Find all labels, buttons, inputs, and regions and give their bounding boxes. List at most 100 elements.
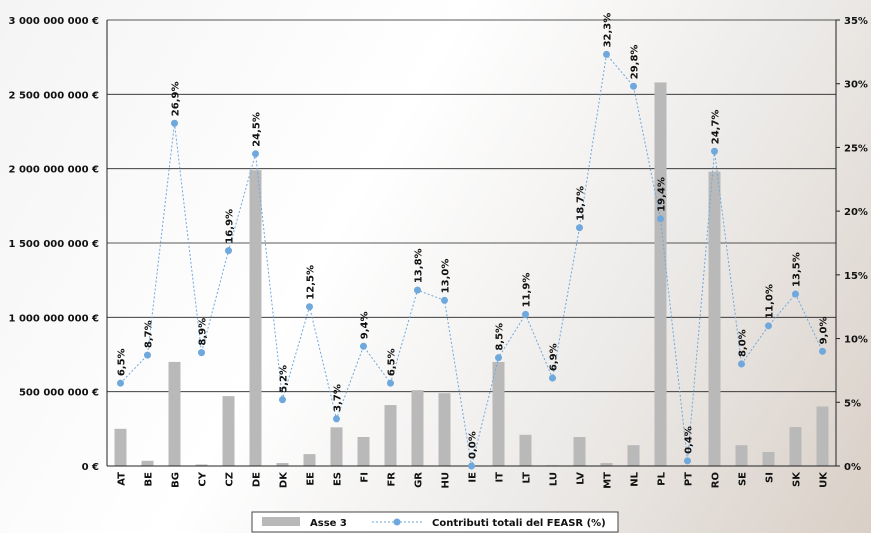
legend-swatch xyxy=(262,517,300,526)
bar xyxy=(492,361,505,466)
bar xyxy=(600,463,613,466)
bar xyxy=(573,437,586,466)
x-tick-label: LV xyxy=(576,472,587,485)
data-label: 5,2% xyxy=(279,365,290,393)
point xyxy=(198,349,205,357)
y-tick-label: 500 000 000 € xyxy=(19,388,99,399)
x-tick-label: CY xyxy=(198,471,209,486)
x-tick-label: FI xyxy=(360,472,371,483)
point xyxy=(711,147,718,155)
legend-label: Asse 3 xyxy=(310,518,347,529)
y-tick-label: 2 000 000 000 € xyxy=(9,165,100,176)
x-tick-label: PL xyxy=(657,471,668,485)
bar xyxy=(357,437,370,466)
bar xyxy=(303,454,316,466)
point xyxy=(495,354,502,362)
x-tick-label: CZ xyxy=(225,472,236,487)
point xyxy=(765,322,772,330)
point xyxy=(549,374,556,382)
x-tick-label: BE xyxy=(144,472,155,487)
y2-tick-label: 10% xyxy=(844,335,868,346)
data-label: 24,7% xyxy=(711,110,722,145)
data-label: 13,5% xyxy=(792,252,803,287)
point xyxy=(171,119,178,127)
data-label: 16,9% xyxy=(225,209,236,244)
point xyxy=(603,50,610,58)
x-tick-label: UK xyxy=(819,471,830,488)
data-label: 3,7% xyxy=(333,384,344,412)
point xyxy=(117,379,124,387)
x-tick-label: HU xyxy=(441,472,452,489)
data-label: 11,0% xyxy=(765,284,776,319)
data-label: 9,0% xyxy=(819,317,830,345)
x-tick-label: ES xyxy=(333,472,344,486)
data-label: 24,5% xyxy=(252,112,263,147)
x-tick-label: EE xyxy=(306,472,317,486)
y-tick-label: 2 500 000 000 € xyxy=(9,90,100,101)
x-tick-label: DE xyxy=(252,472,263,487)
y-tick-label: 1 000 000 000 € xyxy=(9,313,100,324)
bar xyxy=(654,82,667,466)
y-tick-label: 0 € xyxy=(82,462,99,473)
x-tick-label: SK xyxy=(792,471,803,487)
point xyxy=(306,303,313,311)
legend-label: Contributi totali del FEASR (%) xyxy=(432,518,606,529)
y-tick-label: 1 500 000 000 € xyxy=(9,239,100,250)
bar xyxy=(627,445,640,466)
point xyxy=(792,290,799,298)
legend-swatch xyxy=(393,518,401,526)
data-label: 18,7% xyxy=(576,186,587,221)
bar xyxy=(168,361,181,466)
data-label: 29,8% xyxy=(630,45,641,80)
data-label: 32,3% xyxy=(603,13,614,48)
data-label: 19,4% xyxy=(657,177,668,212)
data-label: 0,0% xyxy=(468,431,479,459)
x-tick-label: NL xyxy=(630,471,641,486)
point xyxy=(441,296,448,304)
bar xyxy=(519,434,532,466)
bar xyxy=(438,393,451,466)
point xyxy=(387,379,394,387)
y2-tick-label: 5% xyxy=(844,398,861,409)
point xyxy=(279,396,286,404)
bar xyxy=(276,463,289,466)
data-label: 13,8% xyxy=(414,248,425,283)
y-tick-label: 3 000 000 000 € xyxy=(9,16,100,27)
data-label: 8,5% xyxy=(495,323,506,351)
bar xyxy=(411,390,424,466)
x-tick-label: LU xyxy=(549,472,560,486)
data-label: 26,9% xyxy=(171,82,182,117)
bar xyxy=(384,405,397,466)
x-tick-label: RO xyxy=(711,472,722,488)
x-tick-label: SE xyxy=(738,472,749,486)
point xyxy=(468,462,475,470)
data-label: 6,9% xyxy=(549,343,560,371)
bar xyxy=(330,427,343,466)
bar xyxy=(249,170,262,467)
x-tick-label: AT xyxy=(117,472,128,486)
point xyxy=(657,215,664,223)
bar xyxy=(762,452,775,466)
point xyxy=(819,347,826,355)
data-label: 12,5% xyxy=(306,265,317,300)
bar xyxy=(222,396,235,466)
y2-tick-label: 30% xyxy=(844,80,868,91)
bar xyxy=(114,428,127,466)
point xyxy=(522,310,529,318)
point xyxy=(738,360,745,368)
bar xyxy=(816,406,829,466)
data-label: 8,7% xyxy=(144,320,155,348)
legend-box xyxy=(251,511,619,533)
x-tick-label: MT xyxy=(603,472,614,489)
y2-tick-label: 35% xyxy=(844,16,868,27)
x-tick-label: DK xyxy=(279,471,290,488)
bar xyxy=(708,171,721,466)
point xyxy=(684,457,691,465)
bar xyxy=(789,427,802,466)
point xyxy=(225,247,232,255)
x-tick-label: IE xyxy=(468,472,479,483)
bar xyxy=(141,460,154,466)
point xyxy=(576,224,583,232)
x-tick-label: SI xyxy=(765,472,776,483)
